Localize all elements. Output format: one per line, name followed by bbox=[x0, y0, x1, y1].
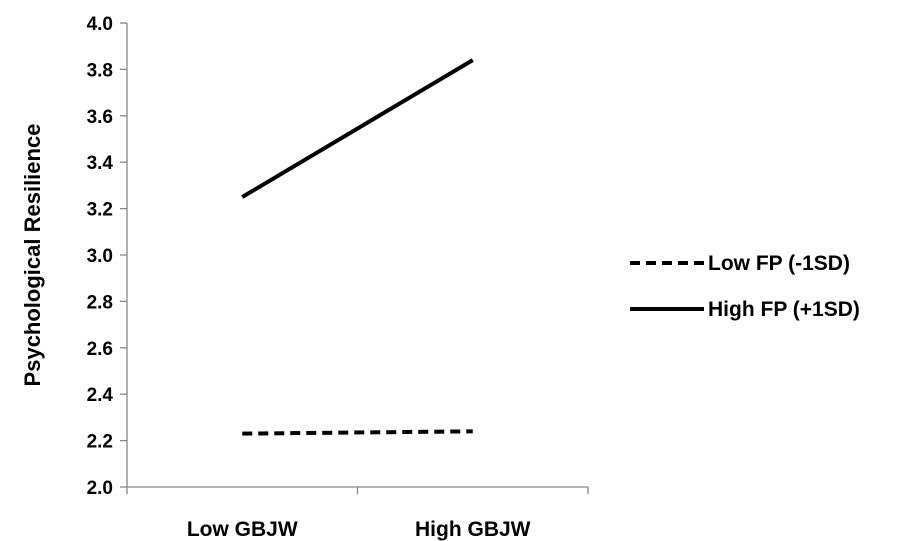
series-group bbox=[241, 58, 474, 436]
y-tick-label: 4.0 bbox=[87, 14, 113, 35]
y-tick-label: 3.4 bbox=[87, 153, 114, 174]
y-tick-label: 3.2 bbox=[87, 200, 113, 221]
y-tick-label: 2.8 bbox=[87, 292, 113, 313]
y-tick-label: 2.4 bbox=[87, 385, 114, 406]
y-tick-label: 3.0 bbox=[87, 246, 113, 267]
y-tick-label: 3.8 bbox=[87, 60, 113, 81]
series-line bbox=[241, 58, 474, 199]
x-category-label: Low GBJW bbox=[187, 518, 298, 541]
y-tick-label: 3.6 bbox=[87, 107, 113, 128]
y-tick-label: 2.6 bbox=[87, 339, 113, 360]
x-category-label: High GBJW bbox=[415, 518, 531, 541]
y-tick-label: 2.2 bbox=[87, 432, 113, 453]
y-tick-label: 2.0 bbox=[87, 478, 113, 499]
y-axis-title: Psychological Resilience bbox=[20, 124, 45, 387]
legend-label: Low FP (-1SD) bbox=[708, 252, 850, 275]
legend: Low FP (-1SD) High FP (+1SD) bbox=[630, 252, 860, 321]
legend-label: High FP (+1SD) bbox=[708, 298, 860, 321]
axes: 2.0 2.2 2.4 2.6 2.8 3.0 3.2 3.4 3.6 3.8 4.0 Low GBJ… bbox=[87, 14, 589, 541]
series-line bbox=[242, 429, 473, 436]
